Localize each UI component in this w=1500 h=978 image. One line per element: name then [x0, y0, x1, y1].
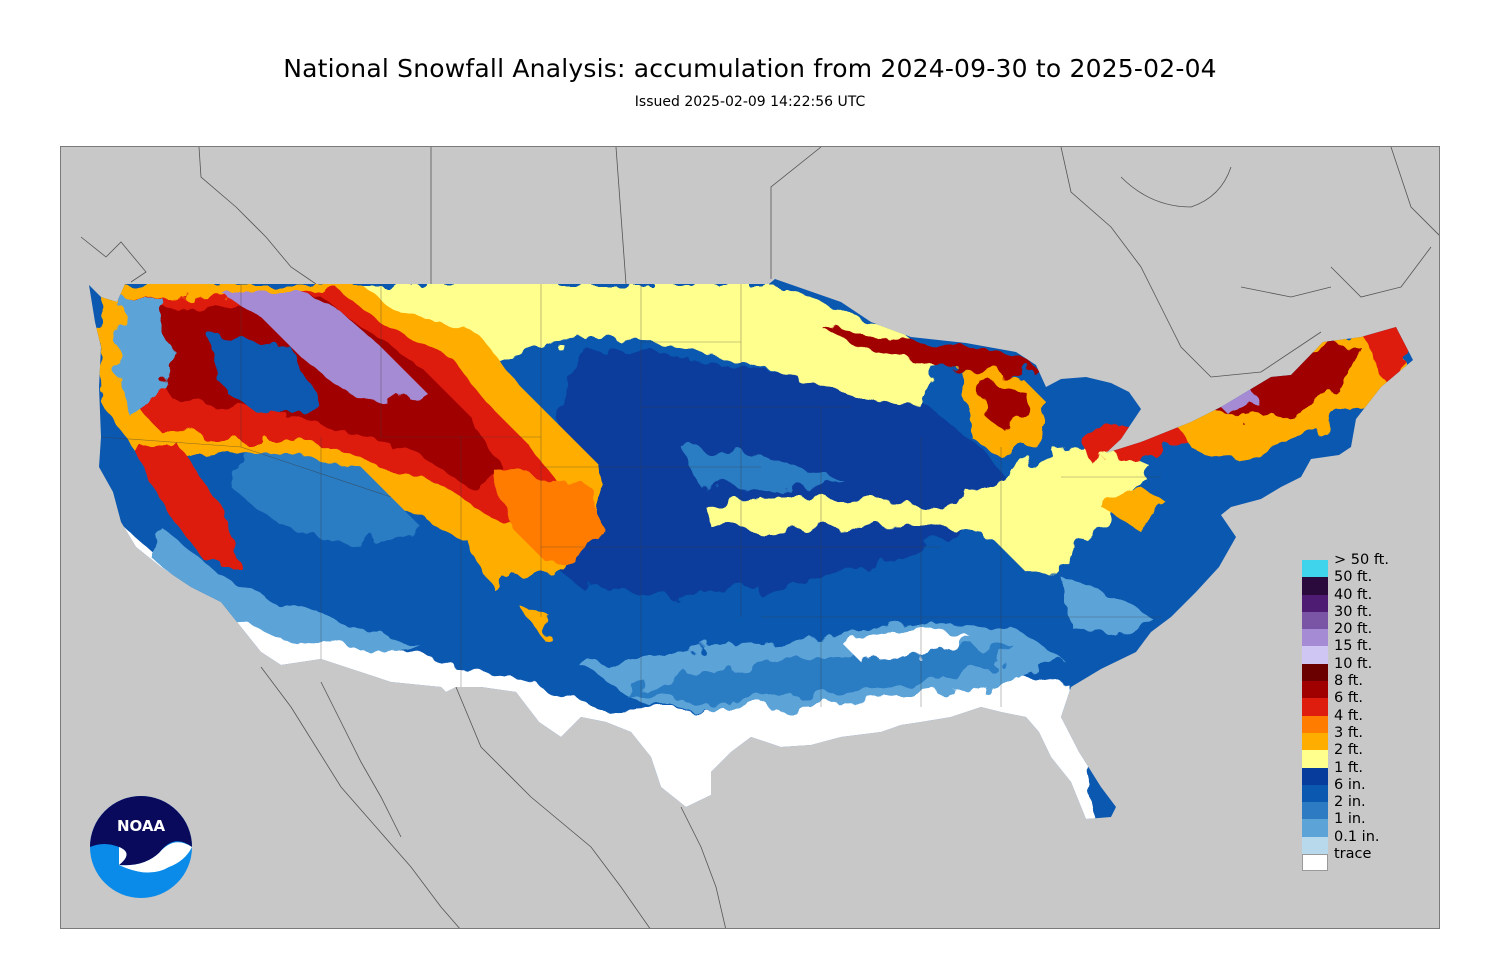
legend-label: 8 ft. [1334, 673, 1363, 690]
legend-swatch [1302, 854, 1328, 872]
legend-label: 4 ft. [1334, 707, 1363, 724]
snowfall-field [89, 279, 1413, 819]
legend-swatch [1302, 681, 1328, 699]
legend-label: 50 ft. [1334, 569, 1373, 586]
legend-label: 15 ft. [1334, 638, 1373, 655]
legend-swatch [1302, 577, 1328, 595]
state-borders [100, 284, 1161, 707]
issued-timestamp: Issued 2025-02-09 14:22:56 UTC [634, 94, 866, 110]
legend-label: 20 ft. [1334, 621, 1373, 638]
noaa-logo-text: NOAA [117, 817, 166, 835]
map-title: National Snowfall Analysis: accumulation… [283, 54, 1217, 83]
noaa-logo: NOAA [89, 795, 193, 899]
legend-label: 40 ft. [1334, 586, 1373, 603]
legend-swatch [1302, 784, 1328, 803]
legend-label: 6 in. [1334, 776, 1366, 793]
legend-swatch [1302, 802, 1328, 820]
legend-label: trace [1334, 846, 1372, 863]
noaa-logo-icon: NOAA [90, 796, 192, 898]
legend-swatch [1302, 767, 1328, 785]
legend-label: 3 ft. [1334, 724, 1363, 741]
legend-swatch [1302, 732, 1328, 751]
legend-swatch [1302, 715, 1328, 733]
legend-label: 1 ft. [1334, 759, 1363, 776]
legend-swatch [1302, 750, 1328, 768]
legend-swatch [1302, 611, 1328, 630]
legend-label: > 50 ft. [1334, 552, 1389, 568]
legend-swatch [1302, 836, 1328, 855]
legend-swatch [1302, 560, 1328, 578]
map-graphic [80, 147, 1439, 928]
legend-label: 0.1 in. [1334, 828, 1380, 845]
legend-label: 2 ft. [1334, 742, 1363, 759]
legend-label: 30 ft. [1334, 603, 1373, 620]
legend-swatch [1302, 646, 1328, 664]
legend-swatch [1302, 629, 1328, 647]
legend-label: 1 in. [1334, 811, 1366, 828]
country-borders [80, 147, 1439, 928]
legend-swatch [1302, 594, 1328, 612]
legend-label: 10 ft. [1334, 655, 1373, 672]
legend-swatch [1302, 698, 1328, 716]
legend-swatch [1302, 663, 1328, 682]
legend-label: 2 in. [1334, 794, 1366, 811]
legend-swatch [1302, 819, 1328, 837]
snowfall-map [60, 146, 1440, 929]
legend-label: 6 ft. [1334, 690, 1363, 707]
